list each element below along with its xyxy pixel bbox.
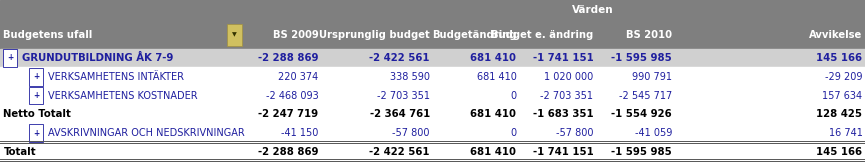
Text: BS 2010: BS 2010 — [626, 30, 672, 40]
Bar — [0, 143, 865, 161]
Text: -57 800: -57 800 — [556, 128, 593, 138]
Text: -1 595 985: -1 595 985 — [612, 147, 672, 157]
Text: Netto Totalt: Netto Totalt — [3, 109, 71, 119]
Text: +: + — [33, 72, 40, 81]
Bar — [0, 105, 865, 124]
Text: 681 410: 681 410 — [471, 147, 516, 157]
Text: Värden: Värden — [572, 5, 613, 15]
Text: Budgetens ufall: Budgetens ufall — [3, 30, 93, 40]
Text: +: + — [33, 91, 40, 100]
Text: VERKSAMHETENS INTÄKTER: VERKSAMHETENS INTÄKTER — [48, 72, 184, 82]
FancyBboxPatch shape — [29, 124, 43, 142]
Text: Budget e. ändring: Budget e. ändring — [491, 30, 593, 40]
Bar — [0, 86, 865, 105]
Text: GRUNDUTBILDNING ÅK 7-9: GRUNDUTBILDNING ÅK 7-9 — [22, 53, 174, 63]
Text: -57 800: -57 800 — [393, 128, 430, 138]
Text: 128 425: 128 425 — [817, 109, 862, 119]
Text: -1 741 151: -1 741 151 — [533, 53, 593, 63]
Text: Budgetändring: Budgetändring — [432, 30, 516, 40]
Text: VERKSAMHETENS KOSTNADER: VERKSAMHETENS KOSTNADER — [48, 91, 198, 101]
Text: -2 288 869: -2 288 869 — [258, 147, 318, 157]
Text: AVSKRIVNINGAR OCH NEDSKRIVNINGAR: AVSKRIVNINGAR OCH NEDSKRIVNINGAR — [48, 128, 245, 138]
Text: -41 150: -41 150 — [281, 128, 318, 138]
Text: 145 166: 145 166 — [817, 147, 862, 157]
Text: 0: 0 — [510, 128, 516, 138]
Text: 1 020 000: 1 020 000 — [544, 72, 593, 82]
Text: -2 545 717: -2 545 717 — [618, 91, 672, 101]
Bar — [0, 124, 865, 143]
Text: -1 683 351: -1 683 351 — [533, 109, 593, 119]
Text: 338 590: 338 590 — [390, 72, 430, 82]
Text: -2 703 351: -2 703 351 — [541, 91, 593, 101]
Text: -1 595 985: -1 595 985 — [612, 53, 672, 63]
FancyBboxPatch shape — [29, 87, 43, 104]
Text: -1 554 926: -1 554 926 — [612, 109, 672, 119]
Text: 990 791: 990 791 — [632, 72, 672, 82]
Text: 681 410: 681 410 — [471, 109, 516, 119]
Bar — [0, 0, 865, 49]
Text: 16 741: 16 741 — [829, 128, 862, 138]
Text: -2 247 719: -2 247 719 — [258, 109, 318, 119]
FancyBboxPatch shape — [3, 49, 17, 67]
Text: Totalt: Totalt — [3, 147, 36, 157]
Text: 681 410: 681 410 — [471, 53, 516, 63]
Text: -2 703 351: -2 703 351 — [377, 91, 430, 101]
Text: ▼: ▼ — [232, 33, 237, 37]
Text: -2 468 093: -2 468 093 — [266, 91, 318, 101]
FancyBboxPatch shape — [29, 68, 43, 86]
Text: -2 364 761: -2 364 761 — [369, 109, 430, 119]
Text: 0: 0 — [510, 91, 516, 101]
Text: Avvikelse: Avvikelse — [809, 30, 862, 40]
Text: BS 2009: BS 2009 — [272, 30, 318, 40]
Text: 157 634: 157 634 — [823, 91, 862, 101]
Text: 145 166: 145 166 — [817, 53, 862, 63]
Text: 220 374: 220 374 — [278, 72, 318, 82]
Bar — [0, 67, 865, 86]
Text: -29 209: -29 209 — [825, 72, 862, 82]
Text: 681 410: 681 410 — [477, 72, 516, 82]
Text: -1 741 151: -1 741 151 — [533, 147, 593, 157]
Bar — [0, 49, 865, 67]
Text: Ursprunglig budget: Ursprunglig budget — [319, 30, 430, 40]
Text: +: + — [7, 53, 14, 63]
Text: -2 288 869: -2 288 869 — [258, 53, 318, 63]
Text: -41 059: -41 059 — [635, 128, 672, 138]
Text: -2 422 561: -2 422 561 — [369, 53, 430, 63]
FancyBboxPatch shape — [227, 24, 242, 46]
Text: +: + — [33, 129, 40, 138]
Text: -2 422 561: -2 422 561 — [369, 147, 430, 157]
